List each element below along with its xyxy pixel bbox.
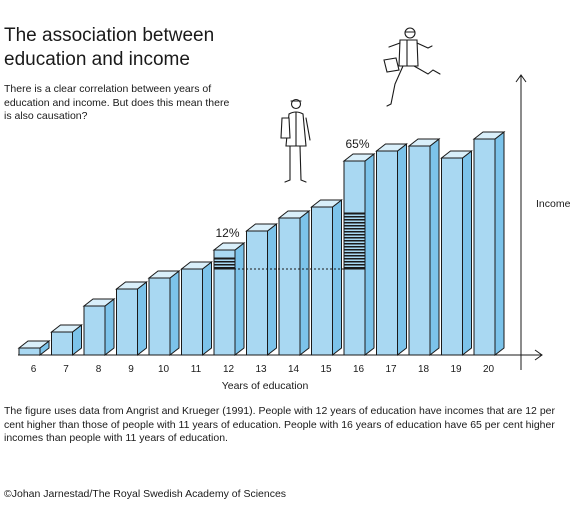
annotation-label-16: 65% bbox=[345, 137, 369, 151]
bar-side bbox=[494, 130, 505, 357]
x-tick-label: 15 bbox=[320, 364, 332, 375]
x-tick-label: 13 bbox=[255, 364, 267, 375]
bar-side bbox=[462, 149, 472, 357]
bar-front bbox=[441, 157, 463, 356]
x-axis-label: Years of education bbox=[222, 380, 309, 392]
bar-side bbox=[364, 152, 375, 357]
bar-side bbox=[104, 297, 115, 357]
walking-person-illustration bbox=[383, 27, 441, 107]
bar-front bbox=[18, 347, 41, 356]
bar-front bbox=[116, 288, 138, 356]
x-tick-label: 20 bbox=[483, 364, 495, 375]
bar-front bbox=[83, 305, 106, 356]
bar-side bbox=[429, 137, 440, 357]
bar-front bbox=[51, 331, 73, 356]
bar-front bbox=[278, 217, 301, 356]
bar-8 bbox=[82, 297, 116, 357]
bar-front bbox=[311, 206, 333, 356]
bar-20 bbox=[472, 130, 506, 357]
bar-chart: 12% 65% 6 7 8 9 10 11 12 13 14 15 16 17 18 19 20 Income… bbox=[17, 27, 571, 392]
x-tick-label: 14 bbox=[288, 364, 300, 375]
bar-front bbox=[246, 230, 268, 356]
x-tick-label: 6 bbox=[31, 364, 37, 375]
x-tick-label: 10 bbox=[158, 364, 170, 375]
bar-side bbox=[299, 209, 310, 357]
x-tick-label: 19 bbox=[450, 364, 462, 375]
bar-12: 12% bbox=[212, 226, 246, 357]
x-tick-label: 17 bbox=[385, 364, 397, 375]
intro-text: There is a clear correlation between yea… bbox=[4, 83, 230, 122]
bar-side bbox=[202, 260, 212, 357]
x-tick-label: 7 bbox=[63, 364, 69, 375]
x-tick-label: 18 bbox=[418, 364, 430, 375]
title-line-2: education and income bbox=[4, 49, 190, 70]
bar-side bbox=[332, 198, 342, 357]
chart-title: The association between education and in… bbox=[4, 24, 214, 72]
x-tick-labels: 6 7 8 9 10 11 12 13 14 15 16 17 18 19 20 bbox=[31, 364, 495, 375]
hatched-increase bbox=[343, 212, 366, 270]
bar-14 bbox=[277, 209, 311, 357]
bar-11 bbox=[180, 260, 213, 357]
bar-9 bbox=[115, 280, 148, 357]
y-axis-arrow bbox=[515, 74, 527, 83]
bar-front bbox=[473, 138, 496, 356]
x-tick-label: 9 bbox=[128, 364, 134, 375]
bar-front bbox=[376, 150, 398, 356]
bar-13 bbox=[245, 222, 278, 357]
bar-16: 65% bbox=[342, 137, 376, 357]
annotation-label-12: 12% bbox=[215, 226, 239, 240]
bar-side bbox=[137, 280, 147, 357]
bar-front bbox=[181, 268, 203, 356]
x-axis-arrow bbox=[534, 349, 543, 361]
x-tick-label: 8 bbox=[96, 364, 102, 375]
bar-10 bbox=[147, 269, 181, 357]
title-line-1: The association between bbox=[4, 25, 215, 46]
standing-person-illustration bbox=[280, 98, 311, 183]
bar-side bbox=[397, 142, 407, 357]
bar-15 bbox=[310, 198, 343, 357]
bars-group: 12% 65% bbox=[17, 130, 506, 357]
bar-18 bbox=[407, 137, 441, 357]
x-tick-label: 12 bbox=[223, 364, 235, 375]
bar-19 bbox=[440, 149, 473, 357]
bar-side bbox=[267, 222, 277, 357]
bar-front bbox=[408, 145, 431, 356]
y-axis-label: Income bbox=[536, 198, 571, 210]
bar-7 bbox=[50, 323, 83, 357]
x-tick-label: 11 bbox=[191, 364, 202, 375]
hatched-increase bbox=[213, 257, 236, 270]
caption-text: The figure uses data from Angrist and Kr… bbox=[4, 405, 555, 444]
credit-text: ©Johan Jarnestad/The Royal Swedish Acade… bbox=[4, 488, 287, 500]
bar-6 bbox=[17, 339, 51, 357]
bar-side bbox=[169, 269, 180, 357]
bar-front bbox=[148, 277, 171, 356]
bar-side bbox=[234, 241, 245, 357]
bar-17 bbox=[375, 142, 408, 357]
x-tick-label: 16 bbox=[353, 364, 365, 375]
